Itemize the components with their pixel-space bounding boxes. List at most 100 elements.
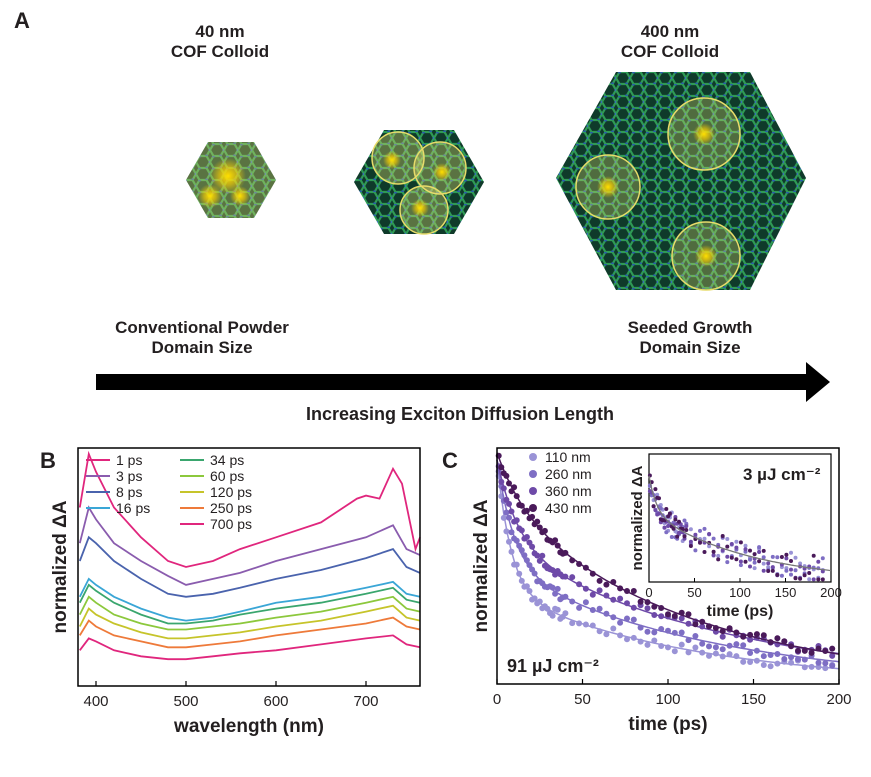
- inset-point: [761, 561, 766, 566]
- legend-label: 16 ps: [116, 500, 150, 516]
- inset-point: [757, 545, 762, 550]
- inset-point: [775, 555, 780, 560]
- data-point: [523, 583, 530, 590]
- data-point: [781, 638, 788, 645]
- data-point: [596, 577, 603, 584]
- data-point: [829, 662, 836, 669]
- inset-point: [770, 568, 775, 573]
- data-point: [795, 656, 801, 663]
- inset-point: [766, 569, 771, 573]
- data-point: [740, 642, 747, 649]
- inset-point: [725, 537, 730, 541]
- data-point: [795, 647, 801, 654]
- inset-point: [784, 556, 789, 561]
- series-line-1ps: [78, 450, 421, 568]
- legend-marker: [529, 453, 537, 461]
- label-40nm-line1: 40 nm: [195, 22, 245, 41]
- data-point: [624, 615, 630, 622]
- inset-point: [673, 517, 678, 522]
- data-point: [562, 610, 569, 617]
- panel-letter-c: C: [442, 448, 458, 473]
- series-line-34ps: [78, 583, 421, 625]
- inset-point: [729, 555, 734, 560]
- series-line-250ps: [79, 616, 421, 649]
- inset-point: [757, 559, 762, 564]
- inset-point: [793, 555, 798, 560]
- inset-point: [752, 552, 757, 557]
- data-point: [617, 595, 624, 602]
- inset-point: [761, 568, 766, 573]
- inset-point: [820, 569, 825, 574]
- inset-point: [666, 514, 671, 519]
- inset-point: [707, 544, 712, 549]
- inset-point: [789, 572, 793, 577]
- label-400nm-line1: 400 nm: [640, 22, 700, 41]
- inset-fit-line: [648, 475, 832, 572]
- inset-point: [811, 577, 816, 582]
- legend-marker: [529, 470, 537, 478]
- data-point: [685, 611, 692, 618]
- data-point: [740, 658, 747, 665]
- inset-point: [779, 573, 784, 578]
- medium-colloid: [354, 130, 484, 235]
- y-axis-label: normalized ΔA: [50, 500, 71, 633]
- inset-x-tick-label: 50: [687, 585, 701, 600]
- panel-letter-a: A: [14, 8, 30, 33]
- inset-point: [664, 507, 669, 511]
- chart-b: 400 500 600 700 wavelength (nm) normalized ΔA…: [50, 447, 421, 737]
- data-point: [760, 632, 767, 639]
- data-point: [576, 604, 583, 611]
- inset-point: [707, 532, 712, 536]
- x-tick-label: 200: [826, 691, 851, 708]
- inset-point: [807, 571, 812, 575]
- inset-point: [702, 550, 707, 554]
- inset-point: [811, 553, 816, 558]
- left-caption-line1: Conventional Powder: [115, 318, 289, 337]
- data-point: [747, 650, 754, 656]
- series-line-700ps: [79, 634, 421, 661]
- x-tick-label: 400: [83, 693, 108, 710]
- data-point: [630, 588, 637, 594]
- arrow-caption: Increasing Exciton Diffusion Length: [305, 404, 615, 424]
- inset-point: [682, 518, 687, 523]
- data-point: [733, 641, 740, 648]
- x-tick-label: 150: [741, 691, 766, 708]
- legend-label: 3 ps: [116, 468, 142, 484]
- inset-point: [734, 545, 739, 550]
- left-caption: Conventional Powder Domain Size: [72, 318, 332, 358]
- data-point: [644, 641, 651, 648]
- inset-point: [655, 492, 660, 497]
- inset-point: [802, 573, 807, 578]
- x-tick-label: 0: [493, 691, 501, 708]
- inset-point: [711, 553, 716, 558]
- label-40nm-line2: COF Colloid: [170, 42, 270, 61]
- data-point: [549, 612, 556, 619]
- inset-point: [698, 528, 702, 533]
- inset-point: [770, 554, 775, 559]
- data-point: [596, 605, 603, 612]
- inset-point: [752, 560, 757, 565]
- chart-c: 0 50 100 150 200 time (ps) normalized ΔA 91 µJ …: [471, 447, 852, 735]
- legend-label: 60 ps: [210, 468, 244, 484]
- inset-point: [720, 548, 725, 553]
- inset-x-tick-label: 200: [820, 585, 842, 600]
- legend-label: 8 ps: [116, 484, 142, 500]
- x-axis-label: time (ps): [628, 714, 707, 735]
- data-point: [589, 591, 596, 598]
- data-point: [815, 659, 822, 666]
- inset-point: [734, 557, 739, 562]
- inset-point: [657, 511, 661, 516]
- data-point: [692, 644, 699, 651]
- inset-point: [743, 547, 748, 552]
- inset-point: [651, 504, 656, 509]
- data-point: [747, 659, 754, 665]
- data-point: [554, 585, 561, 592]
- data-point: [719, 646, 726, 653]
- inset-point: [647, 473, 652, 478]
- inset-point: [738, 540, 743, 545]
- inset-point: [711, 536, 716, 541]
- legend-label: 110 nm: [545, 449, 591, 465]
- inset-point: [677, 519, 681, 524]
- inset-point: [743, 559, 748, 564]
- inset-point: [662, 525, 667, 530]
